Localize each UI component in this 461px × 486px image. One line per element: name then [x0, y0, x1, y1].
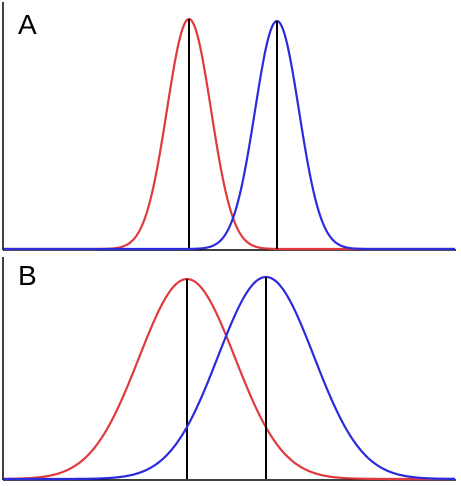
- panel-b: B: [2, 257, 456, 481]
- distribution-curve: [4, 275, 455, 481]
- panel-label: B: [18, 260, 37, 291]
- panel-label: A: [18, 9, 37, 40]
- distribution-curve: [4, 17, 455, 251]
- panel-a: A: [2, 2, 456, 251]
- distribution-curve: [3, 277, 455, 481]
- distribution-curve: [4, 19, 455, 251]
